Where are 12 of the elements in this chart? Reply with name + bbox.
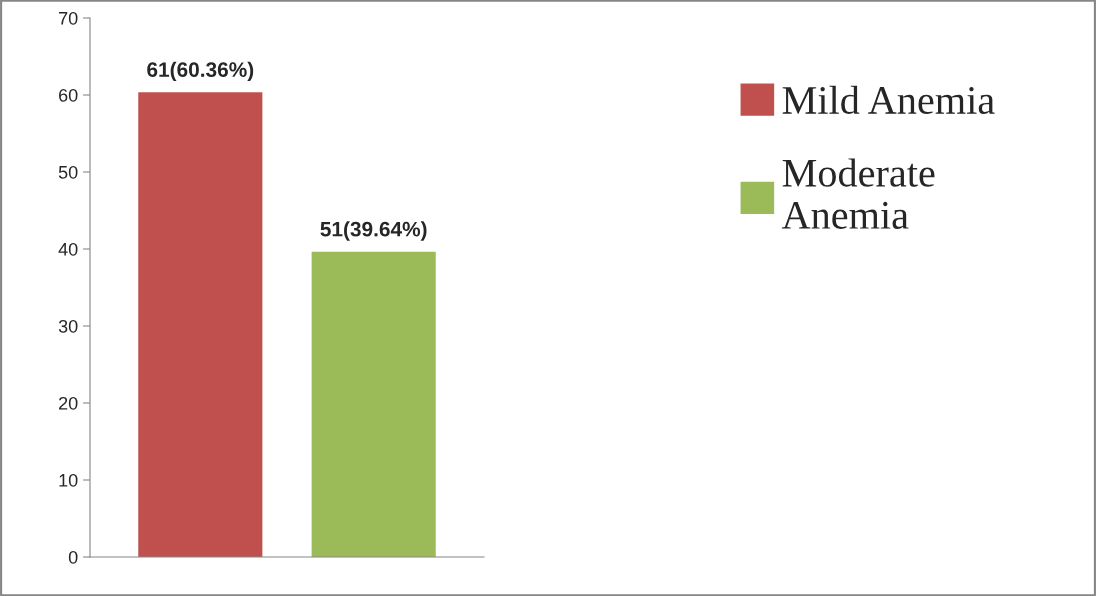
y-tick-label: 50	[58, 165, 78, 179]
y-tick-label: 30	[58, 319, 78, 333]
legend-label: Mild Anemia	[782, 85, 995, 115]
legend-label: Moderate Anemia	[781, 158, 935, 229]
y-tick-label: 40	[58, 242, 78, 256]
y-tick-label: 10	[59, 473, 78, 487]
y-tick-label: 70	[59, 11, 78, 25]
data-label: 51(39.64%)	[320, 221, 427, 241]
data-label: 61(60.36%)	[147, 61, 254, 82]
y-tick-label: 20	[59, 396, 78, 410]
y-tick-label: 60	[59, 88, 78, 102]
y-tick-label: 0	[68, 550, 78, 564]
